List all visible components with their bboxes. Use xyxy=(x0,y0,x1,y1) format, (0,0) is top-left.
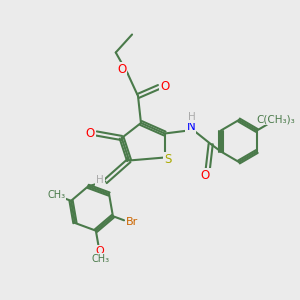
Text: O: O xyxy=(161,80,170,93)
Text: O: O xyxy=(117,63,126,76)
Text: C(CH₃)₃: C(CH₃)₃ xyxy=(257,114,296,124)
Text: H: H xyxy=(96,175,104,185)
Text: S: S xyxy=(164,153,171,167)
Text: CH₃: CH₃ xyxy=(92,254,110,264)
Text: O: O xyxy=(95,246,104,256)
Text: H: H xyxy=(188,112,195,122)
Text: Br: Br xyxy=(126,217,138,227)
Text: N: N xyxy=(186,120,195,134)
Text: CH₃: CH₃ xyxy=(47,190,65,200)
Text: O: O xyxy=(200,169,209,182)
Text: O: O xyxy=(56,192,64,202)
Text: O: O xyxy=(85,127,94,140)
